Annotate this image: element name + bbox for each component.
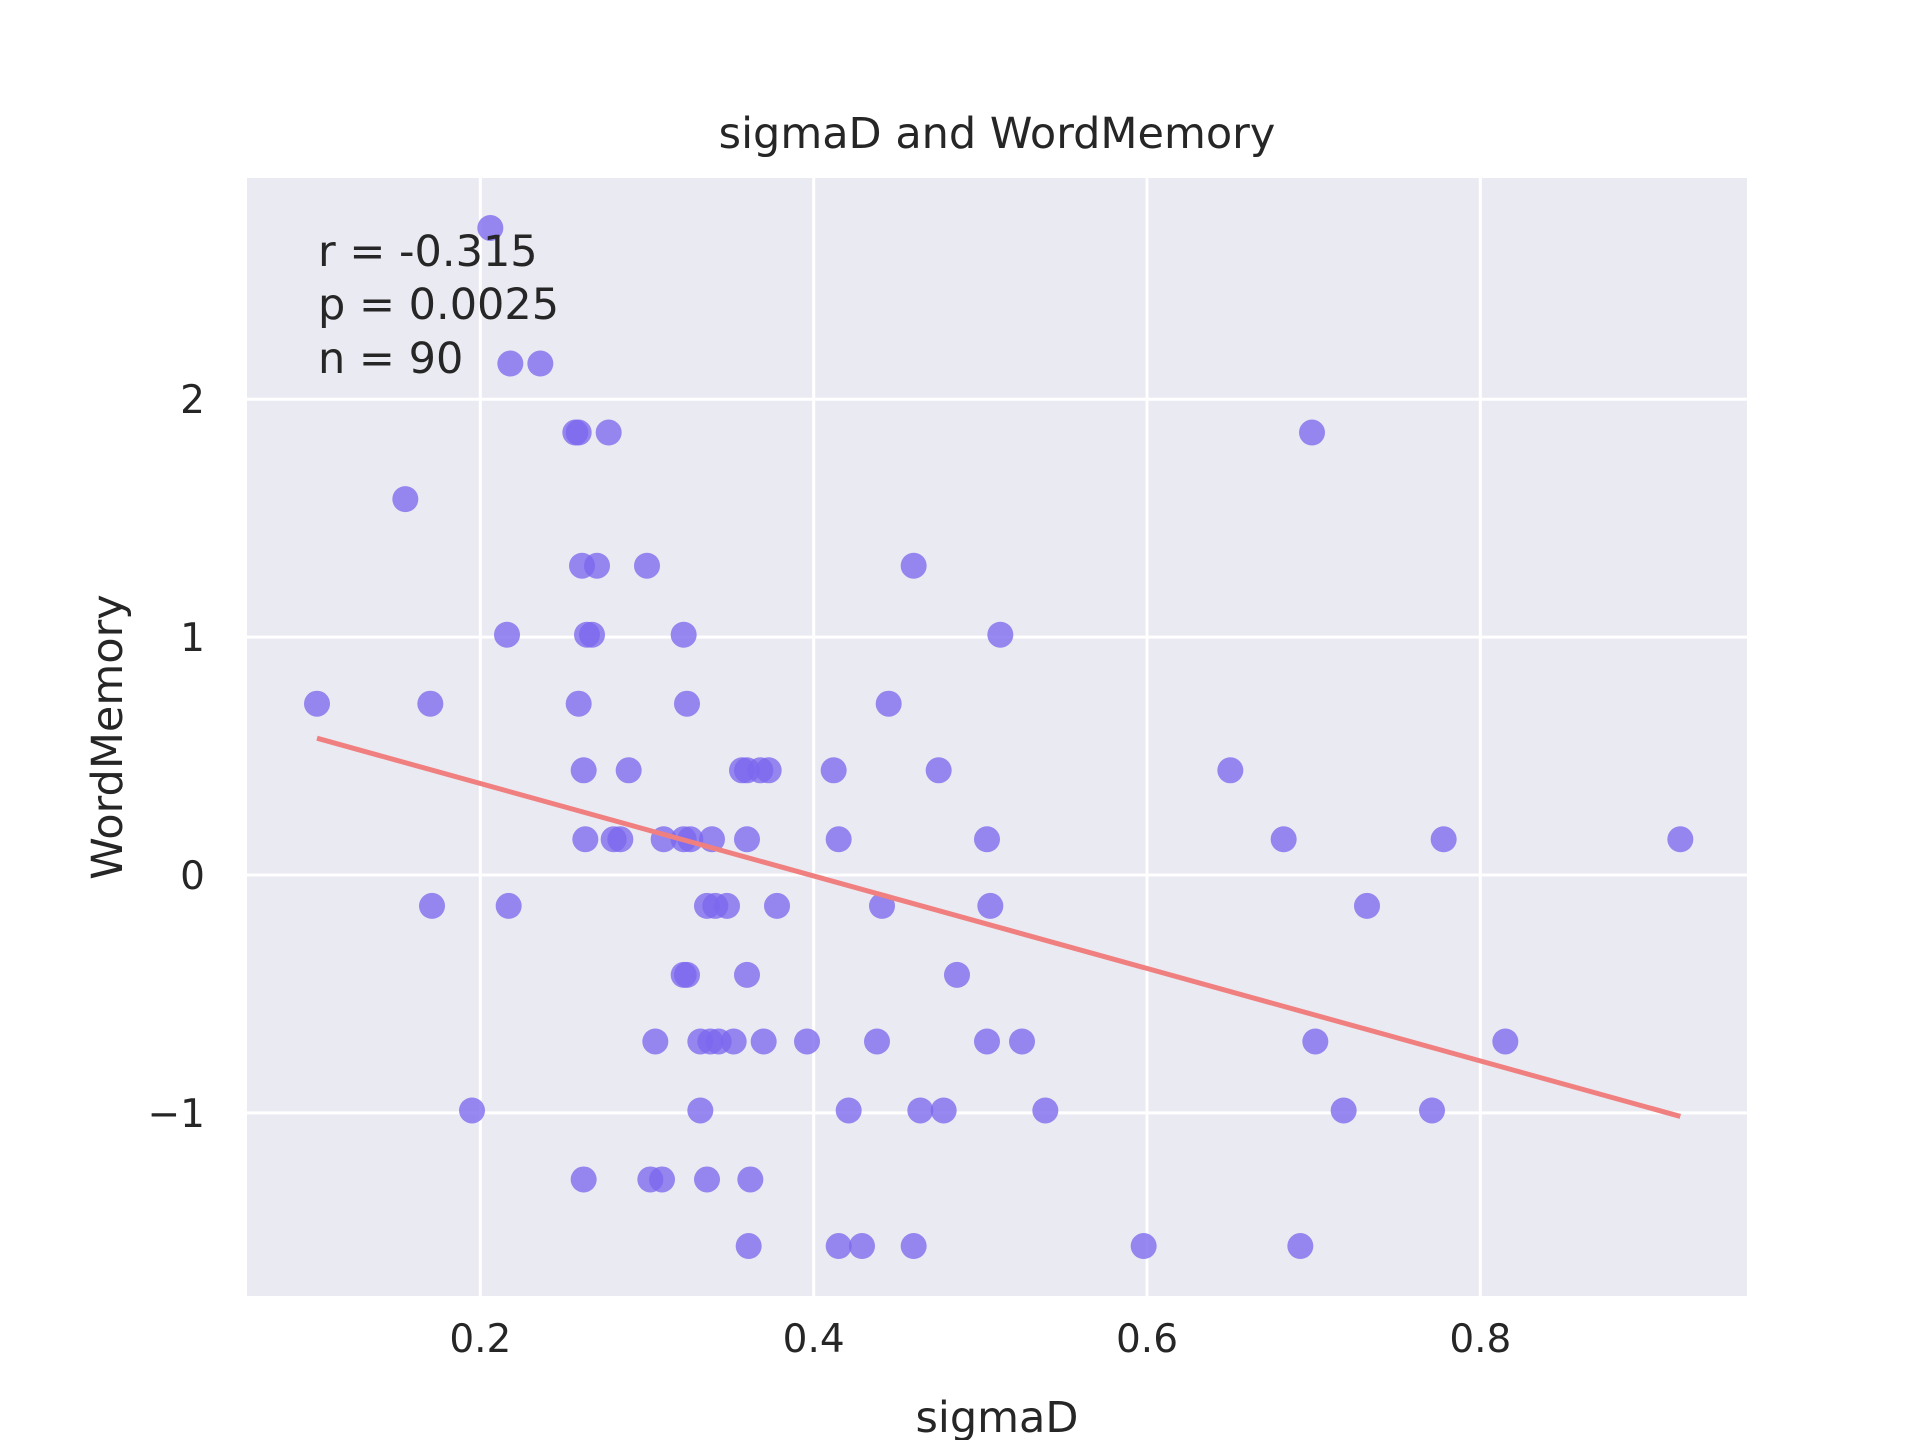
y-tick-label: 0 — [180, 854, 205, 899]
y-tick-label: −1 — [148, 1092, 206, 1137]
data-point — [687, 1097, 714, 1124]
data-point — [735, 1233, 762, 1260]
data-point — [864, 1028, 890, 1055]
y-tick-labels: −1 0 1 2 — [148, 378, 206, 1137]
data-point — [907, 1097, 934, 1124]
data-point — [974, 1028, 1000, 1055]
plot-area — [247, 178, 1747, 1296]
data-point — [527, 350, 554, 377]
data-point — [825, 1233, 852, 1260]
data-point — [794, 1028, 820, 1055]
data-point — [1217, 757, 1244, 784]
data-point — [570, 757, 597, 784]
data-point — [720, 1028, 747, 1055]
data-point — [1032, 1097, 1059, 1124]
x-tick-label: 0.4 — [783, 1317, 845, 1362]
data-point — [584, 552, 610, 579]
data-point — [572, 826, 599, 853]
data-point — [1299, 419, 1325, 446]
data-point — [734, 826, 760, 853]
data-point — [674, 961, 700, 988]
data-point — [835, 1097, 862, 1124]
regression-line — [316, 735, 1682, 1119]
data-point — [825, 826, 852, 853]
data-point — [930, 1097, 957, 1124]
data-point — [755, 757, 782, 784]
data-point — [494, 621, 520, 648]
data-point — [925, 757, 952, 784]
data-point — [1430, 826, 1457, 853]
data-point — [764, 892, 790, 919]
data-point — [974, 826, 1000, 853]
data-point — [634, 552, 660, 579]
data-point — [820, 757, 847, 784]
data-point — [570, 1166, 597, 1193]
data-point — [419, 892, 445, 919]
data-point — [900, 1233, 927, 1260]
data-point — [900, 552, 927, 579]
data-point — [670, 621, 697, 648]
data-point — [674, 690, 700, 717]
data-point — [1419, 1097, 1445, 1124]
data-point — [417, 690, 444, 717]
data-point — [1492, 1028, 1519, 1055]
data-point — [849, 1233, 875, 1260]
data-point — [477, 214, 504, 241]
data-point — [1009, 1028, 1035, 1055]
data-point — [392, 486, 419, 513]
chart-title: sigmaD and WordMemory — [719, 109, 1276, 159]
data-point — [615, 757, 642, 784]
data-point — [714, 892, 740, 919]
data-point — [875, 690, 902, 717]
data-point — [595, 419, 622, 446]
annotation-n: n = 90 — [318, 334, 463, 384]
data-point — [459, 1097, 485, 1124]
x-tick-label: 0.8 — [1449, 1317, 1511, 1362]
data-point — [642, 1028, 669, 1055]
data-point — [1270, 826, 1297, 853]
data-points — [304, 214, 1694, 1260]
data-point — [977, 892, 1004, 919]
data-point — [1130, 1233, 1157, 1260]
x-tick-labels: 0.2 0.4 0.6 0.8 — [449, 1317, 1511, 1362]
y-tick-label: 1 — [180, 616, 205, 661]
annotation-p: p = 0.0025 — [318, 280, 559, 330]
data-point — [1287, 1233, 1314, 1260]
data-point — [497, 350, 524, 377]
data-point — [304, 690, 330, 717]
data-point — [579, 621, 605, 648]
data-point — [944, 961, 970, 988]
y-axis-label: WordMemory — [83, 594, 133, 879]
data-point — [1354, 892, 1380, 919]
x-axis-label: sigmaD — [916, 1393, 1079, 1440]
y-tick-label: 2 — [180, 378, 205, 423]
data-point — [1302, 1028, 1329, 1055]
data-point — [694, 1166, 720, 1193]
data-point — [565, 690, 592, 717]
regression-line-layer — [316, 735, 1682, 1119]
data-point — [734, 961, 760, 988]
x-tick-label: 0.2 — [449, 1317, 511, 1362]
annotation-r: r = -0.315 — [318, 227, 538, 277]
data-point — [737, 1166, 764, 1193]
data-point — [495, 892, 522, 919]
data-point — [750, 1028, 777, 1055]
x-tick-label: 0.6 — [1116, 1317, 1178, 1362]
data-point — [1330, 1097, 1357, 1124]
data-point — [565, 419, 592, 446]
data-point — [869, 892, 895, 919]
data-point — [987, 621, 1014, 648]
data-point — [607, 826, 634, 853]
data-point — [1667, 826, 1694, 853]
data-point — [649, 1166, 675, 1193]
